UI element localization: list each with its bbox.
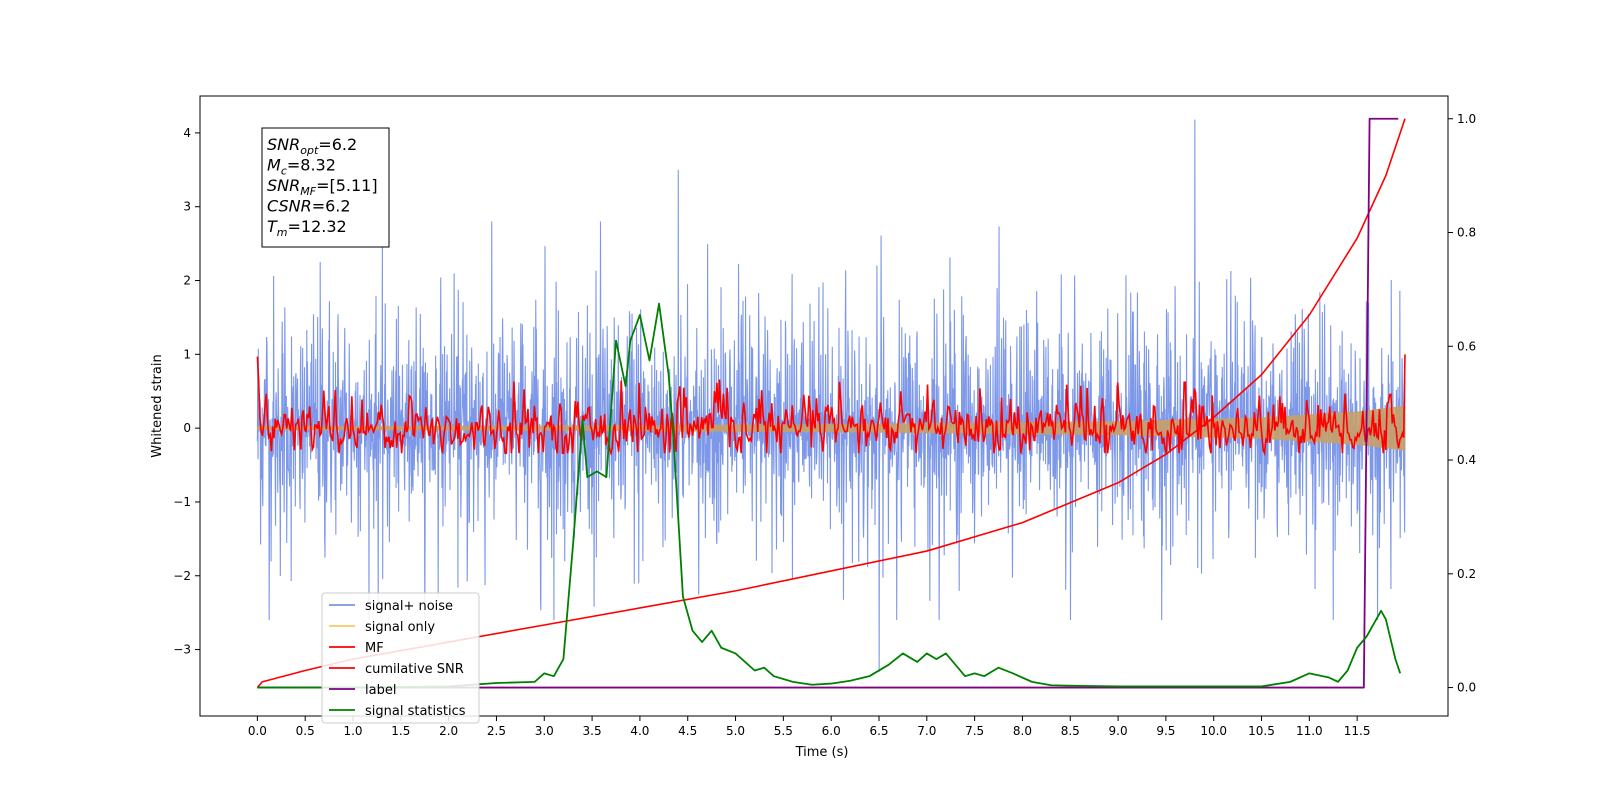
x-tick-label: 5.0 — [726, 724, 745, 738]
y-right-tick-label: 0.8 — [1457, 226, 1476, 240]
y-axis-left-title: Whitened strain — [150, 354, 165, 457]
legend-label: cumilative SNR — [365, 662, 464, 677]
info-box-frame — [261, 127, 390, 248]
info-value: =[5.11] — [316, 176, 378, 195]
x-tick-label: 9.0 — [1109, 724, 1128, 738]
y-left-tick-label: −1 — [173, 495, 191, 509]
info-sub: MF — [300, 185, 316, 198]
x-tick-label: 9.5 — [1156, 724, 1175, 738]
x-tick-label: 0.0 — [248, 724, 267, 738]
info-sub: c — [281, 165, 287, 178]
x-tick-label: 8.5 — [1061, 724, 1080, 738]
y-right-tick-label: 1.0 — [1457, 112, 1476, 126]
x-tick-label: 10.5 — [1248, 724, 1275, 738]
info-var: SNR — [267, 135, 300, 154]
info-line: SNRopt=6.2 — [267, 135, 357, 157]
x-tick-label: 4.0 — [630, 724, 649, 738]
legend-label: signal+ noise — [365, 599, 453, 614]
x-tick-label: 1.0 — [343, 724, 362, 738]
y-left-tick-label: 0 — [183, 421, 191, 435]
info-line: Mc=8.32 — [267, 156, 336, 178]
y-left-tick-label: 1 — [183, 347, 191, 361]
x-tick-label: 6.5 — [869, 724, 888, 738]
x-tick-label: 10.0 — [1200, 724, 1227, 738]
x-tick-label: 7.5 — [965, 724, 984, 738]
x-tick-label: 5.5 — [774, 724, 793, 738]
y-axis-left: −3 −2 −1 0 1 2 3 4 — [173, 126, 200, 657]
series-line-signal-statistics — [257, 302, 1402, 689]
y-right-tick-label: 0.0 — [1457, 681, 1476, 695]
info-var: CSNR — [267, 197, 312, 216]
legend: signal+ noise signal only MF cumilative SNR… — [321, 592, 480, 724]
legend-label: label — [365, 683, 396, 698]
x-axis-title: Time (s) — [795, 745, 849, 760]
info-value: =8.32 — [287, 156, 336, 175]
info-sub: opt — [300, 144, 319, 157]
info-value: =6.2 — [318, 135, 357, 154]
x-tick-label: 3.5 — [583, 724, 602, 738]
x-tick-label: 2.5 — [487, 724, 506, 738]
y-left-tick-label: −2 — [173, 569, 191, 583]
x-tick-label: 2.0 — [439, 724, 458, 738]
info-line: Tm=12.32 — [267, 217, 347, 239]
x-tick-label: 11.0 — [1296, 724, 1323, 738]
x-tick-label: 8.0 — [1013, 724, 1032, 738]
y-left-tick-label: 2 — [183, 274, 191, 288]
info-line: SNRMF=[5.11] — [267, 176, 378, 198]
info-var: T — [267, 217, 278, 236]
info-value: =12.32 — [288, 217, 347, 236]
series-line-label — [257, 117, 1399, 689]
x-axis: 0.0 0.5 1.0 1.5 2.0 2.5 3.0 3.5 4.0 4.5 5.0 5.5 6.0 6… — [248, 716, 1371, 738]
x-tick-label: 0.5 — [296, 724, 315, 738]
x-tick-label: 11.5 — [1344, 724, 1371, 738]
info-var: SNR — [267, 176, 300, 195]
y-left-tick-label: 3 — [183, 200, 191, 214]
x-tick-label: 1.5 — [391, 724, 410, 738]
legend-frame — [321, 592, 480, 724]
x-tick-label: 6.0 — [822, 724, 841, 738]
y-left-tick-label: −3 — [173, 643, 191, 657]
info-box: SNRopt=6.2Mc=8.32SNRMF=[5.11]CSNR=6.2Tm=… — [261, 127, 390, 248]
x-tick-label: 4.5 — [678, 724, 697, 738]
info-var: M — [267, 156, 281, 175]
y-right-tick-label: 0.6 — [1457, 339, 1476, 353]
plot-frame — [199, 95, 1449, 717]
series-line-signal-noise — [256, 119, 1406, 672]
series-line-mf — [256, 354, 1406, 457]
info-value: =6.2 — [312, 197, 351, 216]
info-sub: m — [277, 226, 288, 239]
x-tick-label: 3.0 — [535, 724, 554, 738]
x-tick-label: 7.0 — [917, 724, 936, 738]
legend-label: signal statistics — [365, 704, 466, 719]
legend-label: signal only — [365, 620, 435, 635]
y-left-tick-label: 4 — [183, 126, 191, 140]
y-axis-right: 0.0 0.2 0.4 0.6 0.8 1.0 — [1448, 112, 1476, 695]
legend-label: MF — [365, 641, 384, 656]
info-line: CSNR=6.2 — [267, 197, 351, 216]
y-right-tick-label: 0.2 — [1457, 567, 1476, 581]
y-right-tick-label: 0.4 — [1457, 453, 1476, 467]
